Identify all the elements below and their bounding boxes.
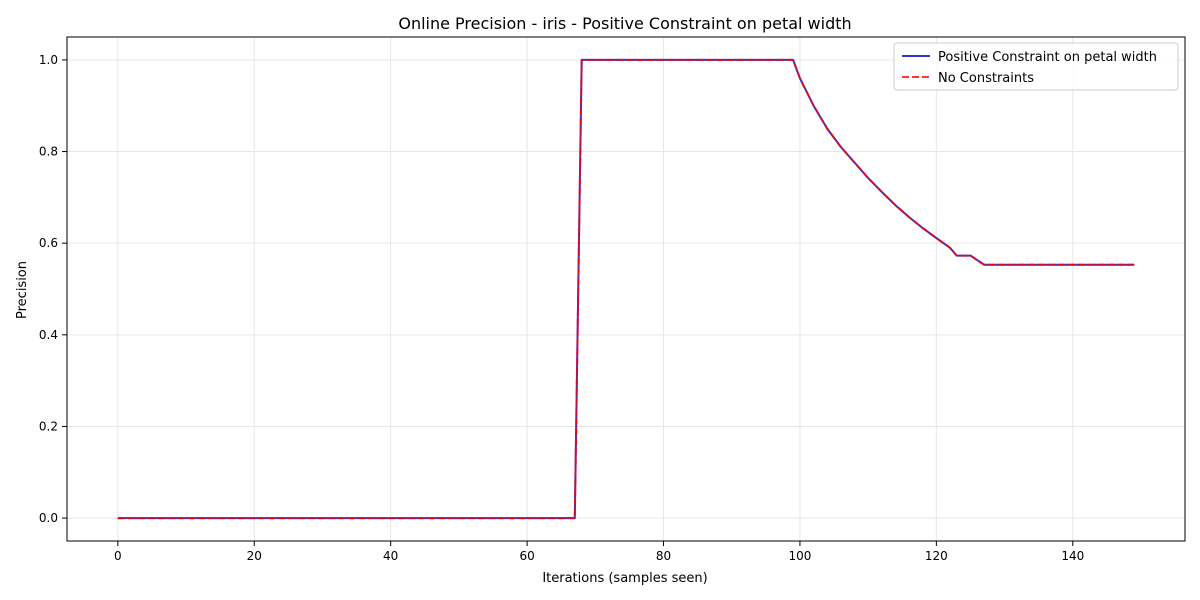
x-tick-label: 40: [383, 549, 398, 563]
x-axis-ticks: 0 20 40 60 80 100 120 140: [114, 541, 1084, 563]
legend-box: [893, 42, 1179, 91]
legend-label-positive-constraint: Positive Constraint on petal width: [938, 50, 1157, 65]
x-tick-label: 60: [519, 549, 534, 563]
y-tick-label: 0.8: [39, 145, 58, 159]
series-line-positive-constraint: [117, 58, 1135, 520]
x-tick-label: 80: [656, 549, 671, 563]
series-line-no-constraints: [117, 58, 1135, 520]
y-tick-label: 0.4: [39, 328, 58, 342]
x-tick-label: 100: [788, 549, 811, 563]
x-axis-label: Iterations (samples seen): [542, 571, 707, 586]
y-tick-label: 0.0: [39, 511, 58, 525]
grid-lines: [67, 37, 1185, 541]
y-tick-label: 1.0: [39, 53, 58, 67]
x-tick-label: 20: [247, 549, 262, 563]
chart-title: Online Precision - iris - Positive Const…: [398, 14, 851, 33]
legend: Positive Constraint on petal width No Co…: [893, 42, 1179, 91]
series-layer: [117, 58, 1135, 520]
legend-label-no-constraints: No Constraints: [938, 71, 1034, 86]
y-tick-label: 0.6: [39, 236, 58, 250]
y-axis-label: Precision: [15, 261, 30, 319]
y-tick-label: 0.2: [39, 419, 58, 433]
x-tick-label: 120: [925, 549, 948, 563]
y-axis-ticks: 0.0 0.2 0.4 0.6 0.8 1.0: [39, 53, 67, 525]
plot-frame: [66, 36, 1186, 542]
x-tick-label: 140: [1061, 549, 1084, 563]
x-tick-label: 0: [114, 549, 122, 563]
